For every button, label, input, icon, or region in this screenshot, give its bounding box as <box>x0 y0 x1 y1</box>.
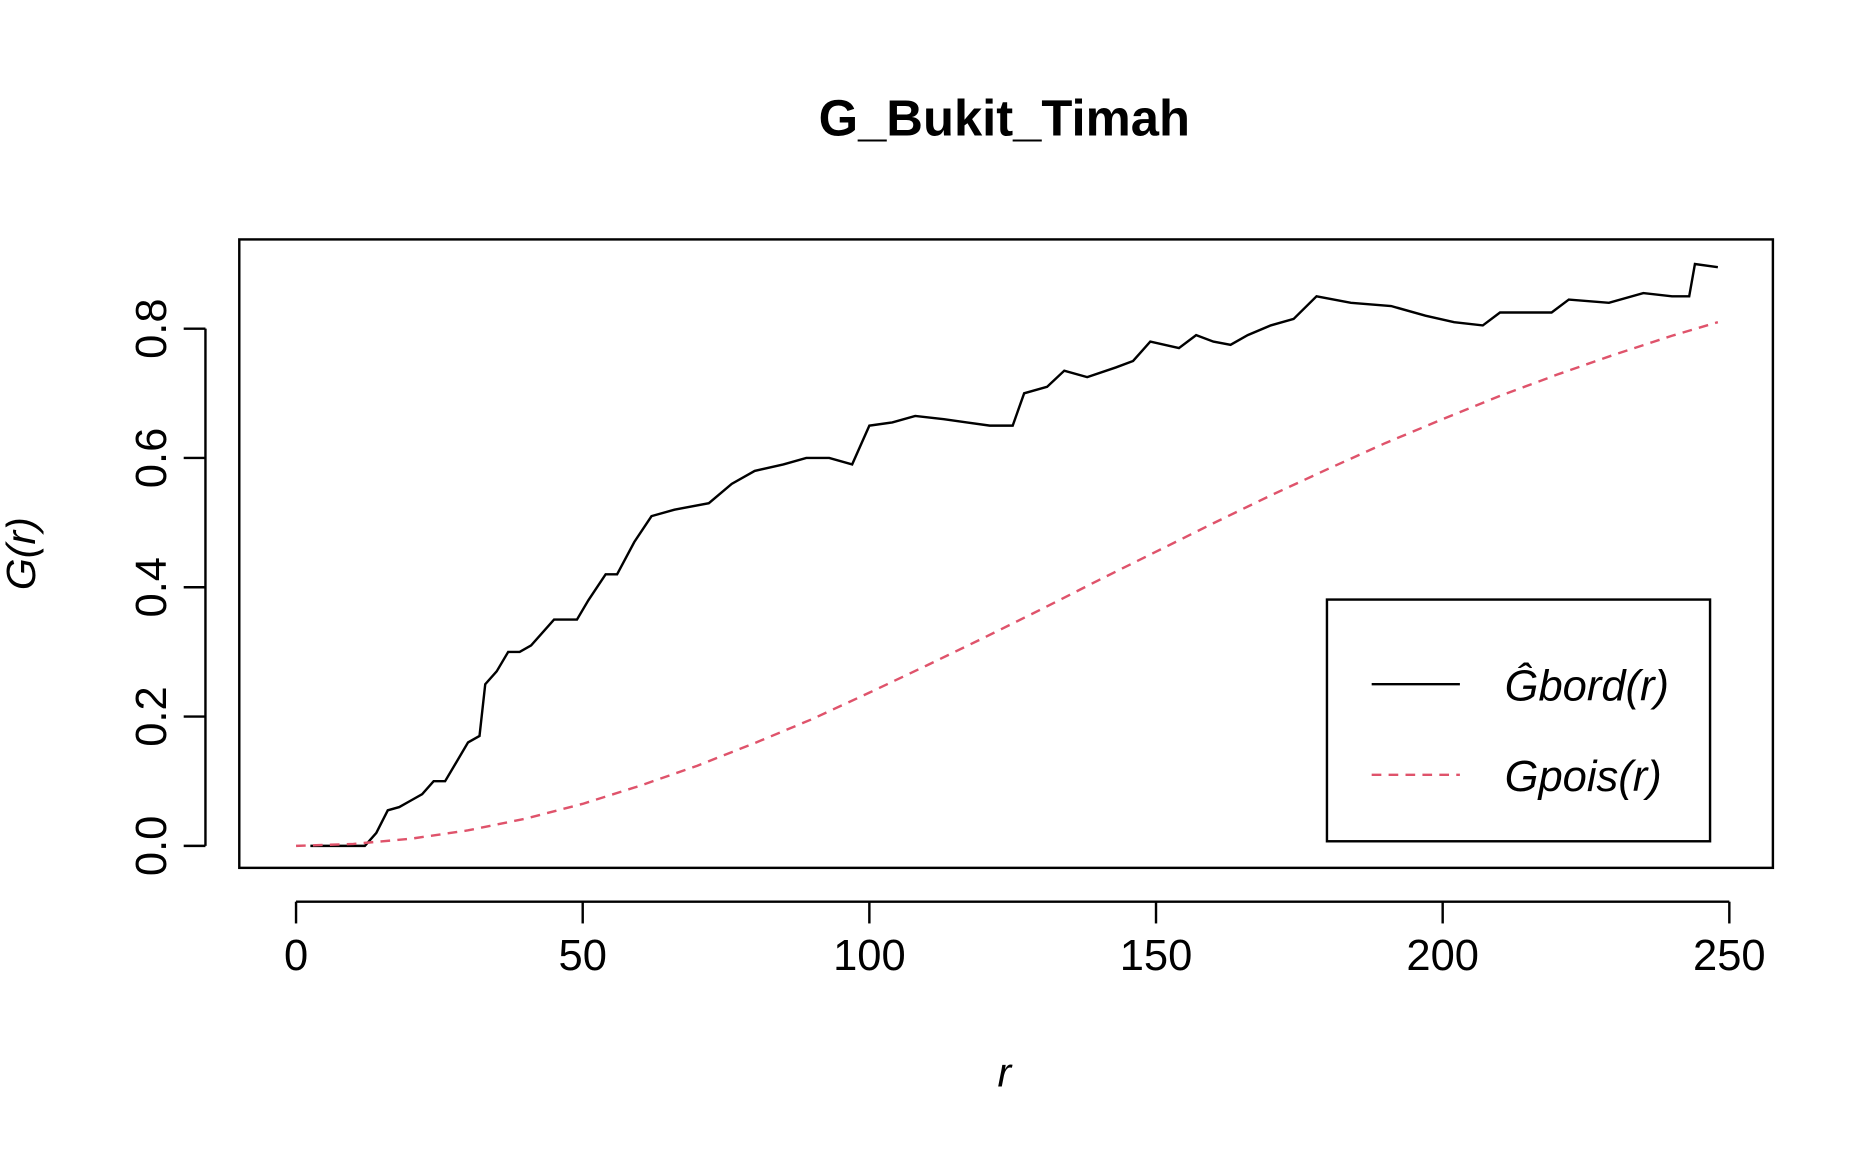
y-tick-label: 0.0 <box>128 816 176 876</box>
y-tick-label: 0.2 <box>128 686 176 746</box>
series-line <box>310 262 1719 848</box>
x-tick-label: 0 <box>284 932 308 980</box>
x-tick-label: 50 <box>559 932 607 980</box>
y-tick-label: 0.8 <box>128 298 176 358</box>
x-tick-label: 150 <box>1120 932 1193 980</box>
plot-frame <box>238 238 1775 870</box>
series-line <box>296 321 1719 848</box>
y-tick-label: 0.6 <box>128 428 176 488</box>
legend-label: Gpois(r) <box>1505 753 1662 801</box>
y-tick-label: 0.4 <box>128 557 176 617</box>
x-tick-label: 100 <box>833 932 906 980</box>
x-tick-label: 200 <box>1406 932 1479 980</box>
legend-label: Ĝbord(r) <box>1505 660 1669 710</box>
x-axis-label: r <box>997 1050 1013 1096</box>
x-tick-label: 250 <box>1693 932 1766 980</box>
chart-title: G_Bukit_Timah <box>819 90 1190 147</box>
legend-box <box>1325 598 1712 843</box>
y-axis-label: G(r) <box>0 517 44 590</box>
